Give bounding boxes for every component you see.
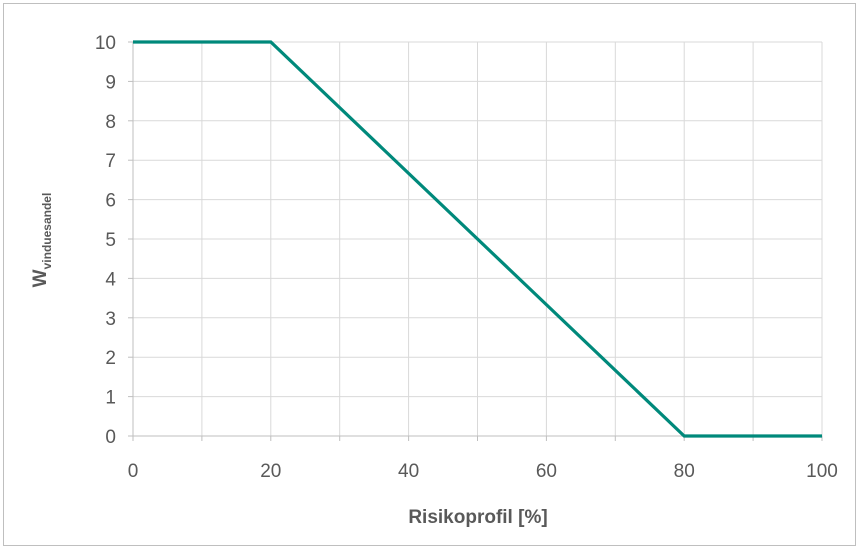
y-tick-label-6: 6: [105, 191, 116, 212]
x-tick-label-40: 40: [398, 461, 419, 482]
y-tick-label-5: 5: [105, 230, 116, 251]
y-tick-label-8: 8: [105, 112, 116, 133]
x-tick-label-20: 20: [260, 461, 281, 482]
y-axis-title-subscript: vinduesandel: [40, 193, 54, 270]
y-tick-label-2: 2: [105, 348, 116, 369]
y-tick-label-9: 9: [105, 72, 116, 93]
y-tick-label-10: 10: [95, 33, 116, 54]
y-tick-label-1: 1: [105, 388, 116, 409]
chart-frame: [3, 3, 856, 546]
series-line-0: [133, 40, 822, 438]
axes: [128, 41, 823, 441]
x-tick-label-0: 0: [128, 461, 139, 482]
y-tick-label-7: 7: [105, 151, 116, 172]
y-axis-title-main: W: [30, 269, 51, 287]
x-tick-label-80: 80: [674, 461, 695, 482]
y-tick-label-0: 0: [105, 427, 116, 448]
y-axis-title: Wvinduesandel: [30, 193, 54, 288]
x-axis-title: Risikoprofil [%]: [408, 507, 547, 528]
x-tick-label-60: 60: [536, 461, 557, 482]
y-tick-label-4: 4: [105, 269, 116, 290]
x-tick-label-100: 100: [806, 461, 838, 482]
series-layer: [133, 40, 822, 438]
y-tick-label-3: 3: [105, 309, 116, 330]
